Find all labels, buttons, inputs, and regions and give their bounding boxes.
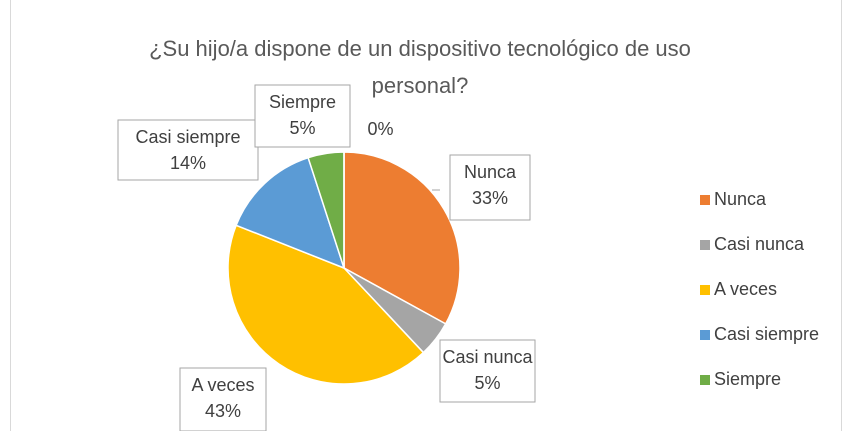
data-label-box — [117, 119, 259, 181]
data-label-category: Siempre — [269, 92, 336, 112]
data-label-category: A veces — [191, 375, 254, 395]
legend-label: A veces — [714, 279, 777, 299]
legend-label: Nunca — [714, 189, 767, 209]
chart-title: ¿Su hijo/a dispone de un dispositivo tec… — [149, 36, 691, 98]
legend-label: Casi siempre — [714, 324, 819, 344]
legend-swatch — [700, 240, 710, 250]
legend-swatch — [700, 330, 710, 340]
data-label-box — [254, 84, 351, 148]
data-label-value: 43% — [205, 401, 241, 421]
legend-label: Siempre — [714, 369, 781, 389]
data-label-value: 5% — [474, 373, 500, 393]
data-label-value: 14% — [170, 153, 206, 173]
data-label-category: Nunca — [464, 162, 517, 182]
data-label-category: Casi nunca — [442, 347, 533, 367]
pie-slice — [343, 151, 461, 325]
pie-slice — [227, 224, 425, 385]
legend-swatch — [700, 375, 710, 385]
chart-frame — [10, 0, 842, 431]
data-label-value: 5% — [289, 118, 315, 138]
data-label-box — [179, 367, 267, 431]
data-label-value: 33% — [472, 188, 508, 208]
legend-swatch — [700, 195, 710, 205]
data-label-box — [439, 339, 536, 403]
data-label-value: 0% — [367, 119, 393, 139]
legend-label: Casi nunca — [714, 234, 805, 254]
data-label-category: Casi siempre — [135, 127, 240, 147]
legend-swatch — [700, 285, 710, 295]
data-label-box — [449, 154, 531, 221]
